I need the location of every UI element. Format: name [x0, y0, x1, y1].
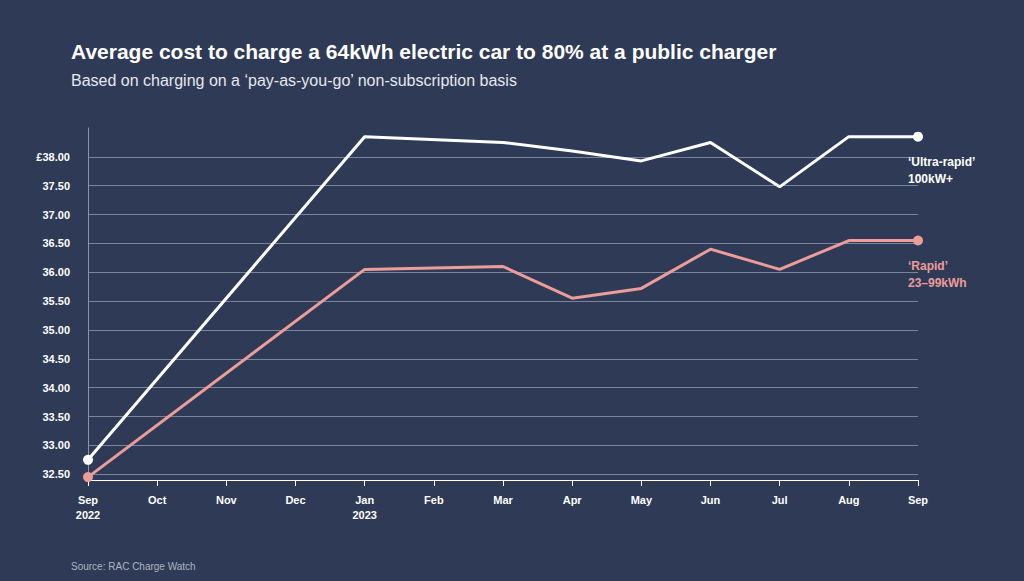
svg-text:34.00: 34.00 [42, 382, 70, 394]
svg-text:35.50: 35.50 [42, 295, 70, 307]
svg-text:34.50: 34.50 [42, 353, 70, 365]
svg-text:23–99kWh: 23–99kWh [908, 276, 967, 290]
svg-text:100kW+: 100kW+ [908, 172, 953, 186]
svg-text:Nov: Nov [216, 494, 238, 506]
svg-text:37.50: 37.50 [42, 180, 70, 192]
svg-text:Apr: Apr [563, 494, 583, 506]
svg-text:2023: 2023 [352, 509, 376, 521]
svg-text:36.00: 36.00 [42, 266, 70, 278]
svg-text:Based on charging on a ‘pay-as: Based on charging on a ‘pay-as-you-go’ n… [71, 72, 517, 89]
svg-text:‘Rapid’: ‘Rapid’ [908, 259, 948, 273]
svg-text:32.50: 32.50 [42, 468, 70, 480]
svg-text:Dec: Dec [285, 494, 305, 506]
svg-text:36.50: 36.50 [42, 237, 70, 249]
svg-text:Jun: Jun [701, 494, 721, 506]
svg-text:Sep: Sep [78, 494, 98, 506]
svg-text:‘Ultra-rapid’: ‘Ultra-rapid’ [908, 155, 975, 169]
svg-text:35.00: 35.00 [42, 324, 70, 336]
svg-text:37.00: 37.00 [42, 209, 70, 221]
svg-text:Oct: Oct [148, 494, 167, 506]
svg-text:Feb: Feb [424, 494, 444, 506]
svg-text:33.00: 33.00 [42, 439, 70, 451]
svg-text:2022: 2022 [76, 509, 100, 521]
svg-text:Average cost to charge a 64kWh: Average cost to charge a 64kWh electric … [71, 40, 776, 63]
svg-text:£38.00: £38.00 [36, 151, 70, 163]
svg-text:Sep: Sep [908, 494, 928, 506]
svg-text:Jul: Jul [772, 494, 788, 506]
svg-text:Aug: Aug [838, 494, 859, 506]
svg-text:33.50: 33.50 [42, 411, 70, 423]
svg-text:Mar: Mar [493, 494, 513, 506]
svg-text:Source: RAC Charge Watch: Source: RAC Charge Watch [71, 561, 196, 572]
svg-text:Jan: Jan [355, 494, 374, 506]
svg-text:May: May [631, 494, 653, 506]
